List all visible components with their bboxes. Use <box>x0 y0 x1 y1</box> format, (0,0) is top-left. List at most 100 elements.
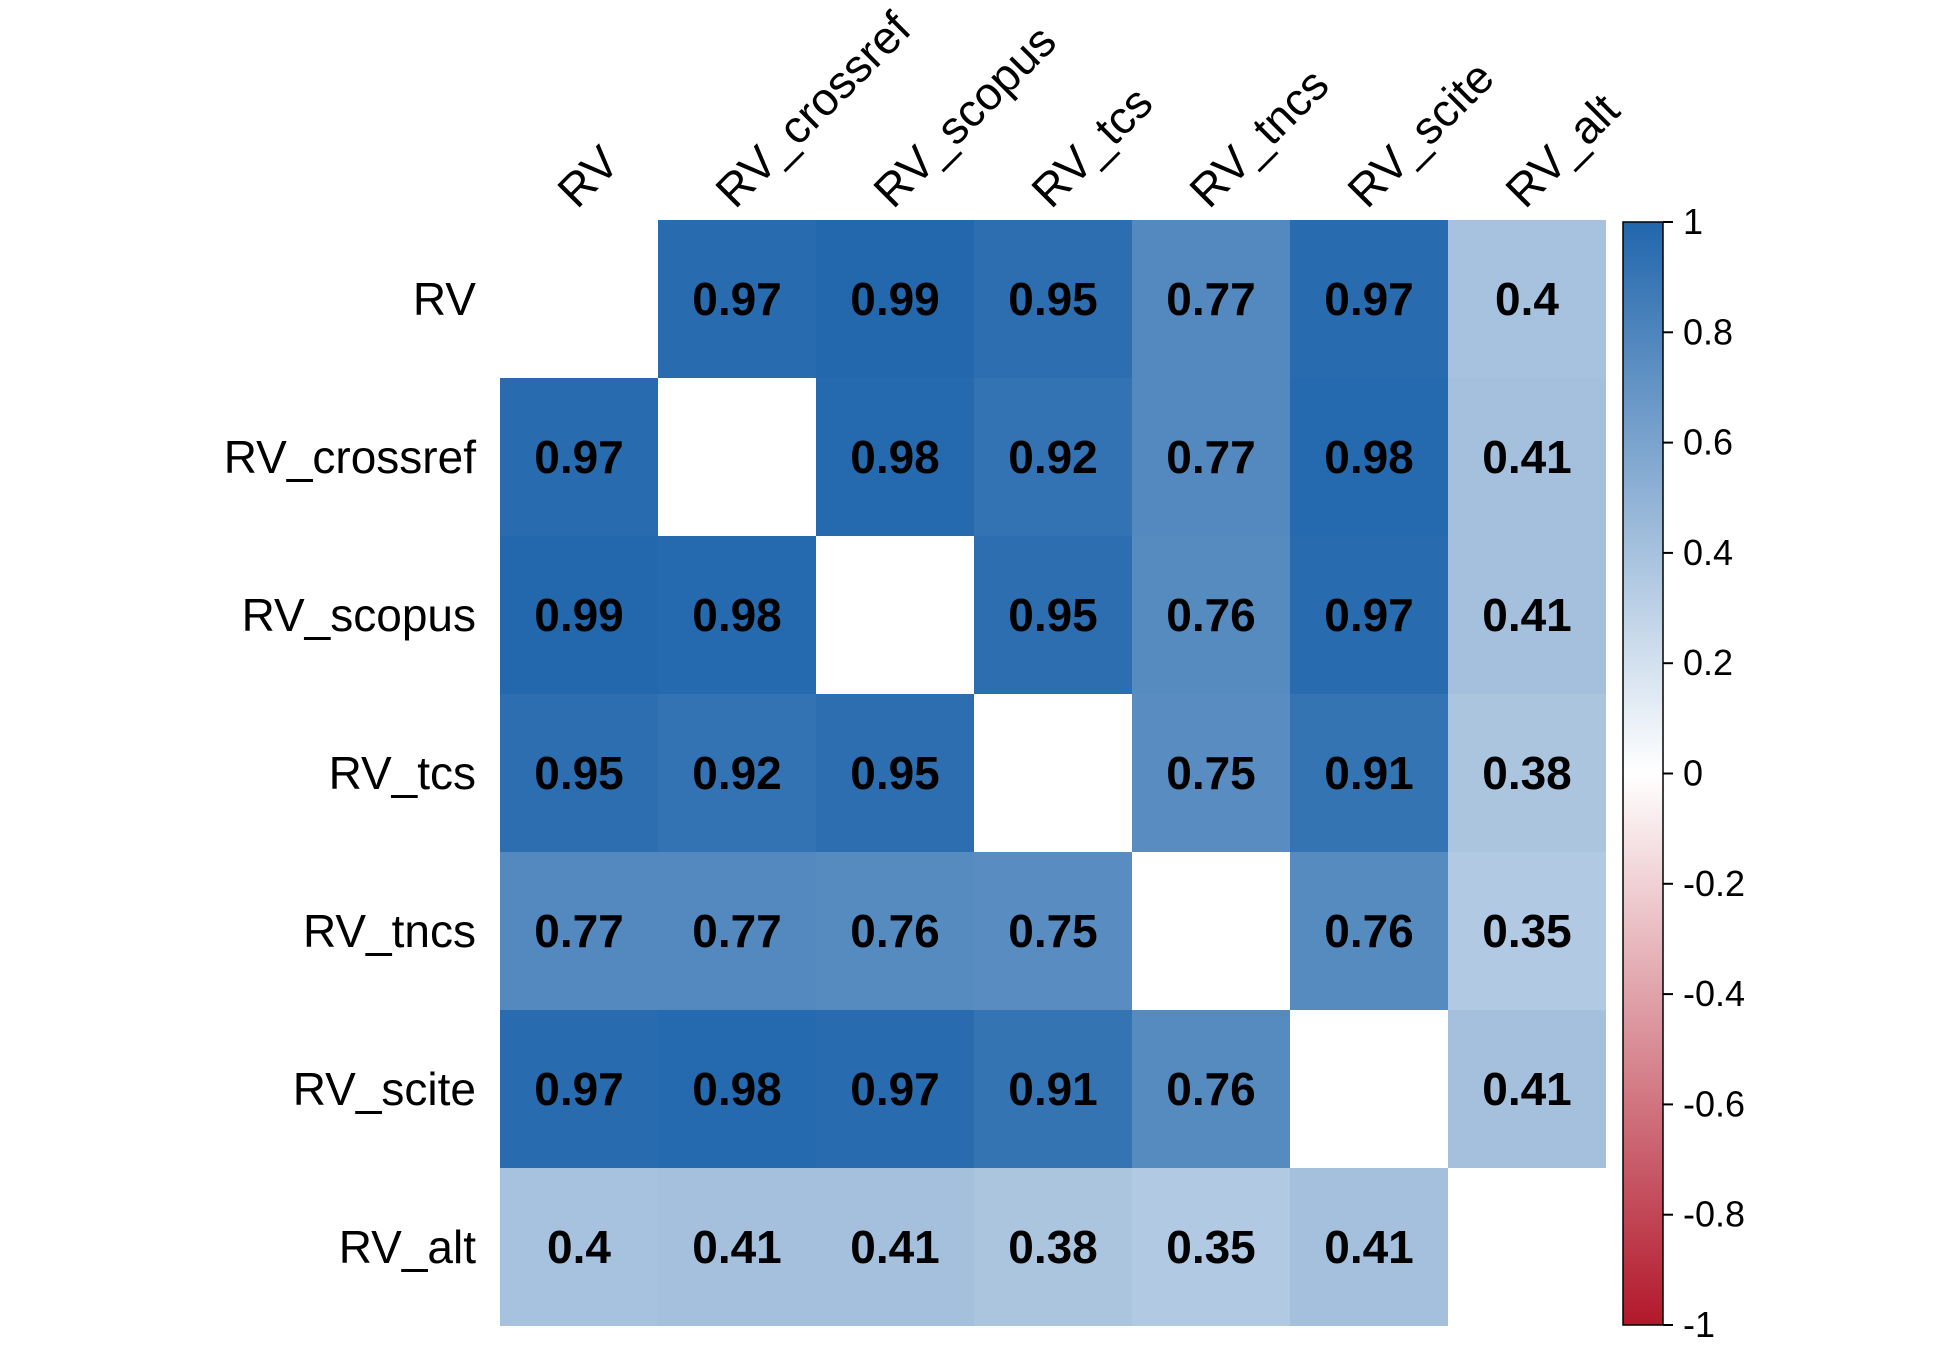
cell-rv-rv-crossref <box>658 220 816 378</box>
cell-value-rv-crossref-rv-alt: 0.41 <box>1482 431 1572 483</box>
colorbar-tick-label: 0.4 <box>1683 532 1733 573</box>
cell-rv-scite-rv-crossref <box>658 1010 816 1168</box>
cell-value-rv-alt-rv-scite: 0.41 <box>1324 1221 1414 1273</box>
cells-layer <box>500 220 1606 1326</box>
cell-value-rv-tncs-rv-alt: 0.35 <box>1482 905 1572 957</box>
cell-value-rv-rv-scite: 0.97 <box>1324 273 1414 325</box>
cell-rv-scite-rv <box>500 1010 658 1168</box>
row-label-rv-scite: RV_scite <box>293 1063 476 1115</box>
cell-value-rv-alt-rv-crossref: 0.41 <box>692 1221 782 1273</box>
col-label-rv: RV <box>547 135 629 217</box>
cell-value-rv-scopus-rv-crossref: 0.98 <box>692 589 782 641</box>
cell-value-rv-rv-crossref: 0.97 <box>692 273 782 325</box>
cell-rv-alt-rv-scite <box>1290 1168 1448 1326</box>
cell-value-rv-alt-rv-tncs: 0.35 <box>1166 1221 1256 1273</box>
row-label-rv-scopus: RV_scopus <box>242 589 476 641</box>
cell-value-rv-tncs-rv-scopus: 0.76 <box>850 905 940 957</box>
cell-rv-scite-rv-scopus <box>816 1010 974 1168</box>
cell-rv-crossref-rv-scite <box>1290 378 1448 536</box>
cell-value-rv-crossref-rv: 0.97 <box>534 431 624 483</box>
row-label-rv-tcs: RV_tcs <box>329 747 476 799</box>
colorbar-tick-label: -0.8 <box>1683 1194 1745 1235</box>
colorbar-tick-label: -0.6 <box>1683 1083 1745 1124</box>
cell-value-rv-tncs-rv: 0.77 <box>534 905 624 957</box>
row-label-rv: RV <box>413 273 476 325</box>
cell-value-rv-tcs-rv-scopus: 0.95 <box>850 747 940 799</box>
cell-rv-tncs-rv-crossref <box>658 852 816 1010</box>
colorbar-tick-label: -0.4 <box>1683 973 1745 1014</box>
cell-rv-rv-tncs <box>1132 220 1290 378</box>
cell-rv-tcs-rv-scite <box>1290 694 1448 852</box>
cell-rv-tcs-rv-tncs <box>1132 694 1290 852</box>
cell-rv-crossref-rv-alt <box>1448 378 1606 536</box>
cell-value-rv-scite-rv-crossref: 0.98 <box>692 1063 782 1115</box>
colorbar-tick-label: 0.8 <box>1683 311 1733 352</box>
cell-rv-rv-scite <box>1290 220 1448 378</box>
cell-value-rv-scopus-rv-scite: 0.97 <box>1324 589 1414 641</box>
cell-rv-crossref-rv-tcs <box>974 378 1132 536</box>
cell-value-rv-crossref-rv-tncs: 0.77 <box>1166 431 1256 483</box>
colorbar-tick-label: -0.2 <box>1683 863 1745 904</box>
cell-value-rv-scopus-rv: 0.99 <box>534 589 624 641</box>
cell-value-rv-alt-rv-scopus: 0.41 <box>850 1221 940 1273</box>
cell-rv-alt-rv-scopus <box>816 1168 974 1326</box>
col-label-rv-scite: RV_scite <box>1337 51 1503 217</box>
cell-value-rv-tcs-rv-alt: 0.38 <box>1482 747 1572 799</box>
cell-value-rv-tcs-rv-tncs: 0.75 <box>1166 747 1256 799</box>
cell-rv-tncs-rv <box>500 852 658 1010</box>
values-layer: 0.97 0.99 0.95 0.77 0.97 0.4 0.97 0.98 0.92 0.77 0… <box>534 273 1572 1273</box>
cell-value-rv-rv-alt: 0.4 <box>1495 273 1559 325</box>
colorbar <box>1622 221 1664 1326</box>
cell-value-rv-tncs-rv-scite: 0.76 <box>1324 905 1414 957</box>
cell-value-rv-tcs-rv-scite: 0.91 <box>1324 747 1414 799</box>
cell-rv-scopus-rv-crossref <box>658 536 816 694</box>
cell-value-rv-rv-tcs: 0.95 <box>1008 273 1098 325</box>
cell-value-rv-scopus-rv-tcs: 0.95 <box>1008 589 1098 641</box>
cell-value-rv-scopus-rv-tncs: 0.76 <box>1166 589 1256 641</box>
cell-rv-alt-rv-tncs <box>1132 1168 1290 1326</box>
colorbar-tick-label: 1 <box>1683 201 1703 242</box>
cell-rv-rv-alt <box>1448 220 1606 378</box>
cell-rv-scite-rv-alt <box>1448 1010 1606 1168</box>
cell-value-rv-tncs-rv-crossref: 0.77 <box>692 905 782 957</box>
col-label-rv-alt: RV_alt <box>1495 83 1629 217</box>
cell-rv-scopus-rv-alt <box>1448 536 1606 694</box>
cell-value-rv-tcs-rv-crossref: 0.92 <box>692 747 782 799</box>
cell-rv-tcs-rv-alt <box>1448 694 1606 852</box>
cell-rv-alt-rv <box>500 1168 658 1326</box>
cell-value-rv-alt-rv-tcs: 0.38 <box>1008 1221 1098 1273</box>
cell-rv-alt-rv-tcs <box>974 1168 1132 1326</box>
cell-rv-scopus-rv-tncs <box>1132 536 1290 694</box>
row-labels-layer: RV RV_crossref RV_scopus RV_tcs RV_tncs RV_sc… <box>224 273 477 1273</box>
cell-rv-rv-scopus <box>816 220 974 378</box>
cell-value-rv-scite-rv-tncs: 0.76 <box>1166 1063 1256 1115</box>
cell-rv-tncs-rv-alt <box>1448 852 1606 1010</box>
cell-rv-scopus-rv <box>500 536 658 694</box>
cell-rv-scite-rv-tncs <box>1132 1010 1290 1168</box>
cell-value-rv-tcs-rv: 0.95 <box>534 747 624 799</box>
cell-value-rv-scopus-rv-alt: 0.41 <box>1482 589 1572 641</box>
cell-value-rv-scite-rv-tcs: 0.91 <box>1008 1063 1098 1115</box>
cell-value-rv-crossref-rv-scopus: 0.98 <box>850 431 940 483</box>
cell-rv-tncs-rv-scite <box>1290 852 1448 1010</box>
cell-value-rv-crossref-rv-scite: 0.98 <box>1324 431 1414 483</box>
cell-rv-scopus-rv-tcs <box>974 536 1132 694</box>
cell-rv-tcs-rv-scopus <box>816 694 974 852</box>
colorbar-tick-label: 0.2 <box>1683 642 1733 683</box>
cell-rv-tncs-rv-tcs <box>974 852 1132 1010</box>
cell-rv-tcs-rv-crossref <box>658 694 816 852</box>
cell-rv-crossref-rv-tncs <box>1132 378 1290 536</box>
cell-value-rv-scite-rv-scopus: 0.97 <box>850 1063 940 1115</box>
cell-value-rv-scite-rv: 0.97 <box>534 1063 624 1115</box>
cell-rv-scopus-rv-scite <box>1290 536 1448 694</box>
row-label-rv-tncs: RV_tncs <box>303 905 476 957</box>
cell-rv-scite-rv-tcs <box>974 1010 1132 1168</box>
cell-rv-tncs-rv-scopus <box>816 852 974 1010</box>
cell-rv-tcs-rv <box>500 694 658 852</box>
col-label-rv-tcs: RV_tcs <box>1021 76 1162 217</box>
row-label-rv-crossref: RV_crossref <box>224 431 476 483</box>
cell-value-rv-rv-tncs: 0.77 <box>1166 273 1256 325</box>
